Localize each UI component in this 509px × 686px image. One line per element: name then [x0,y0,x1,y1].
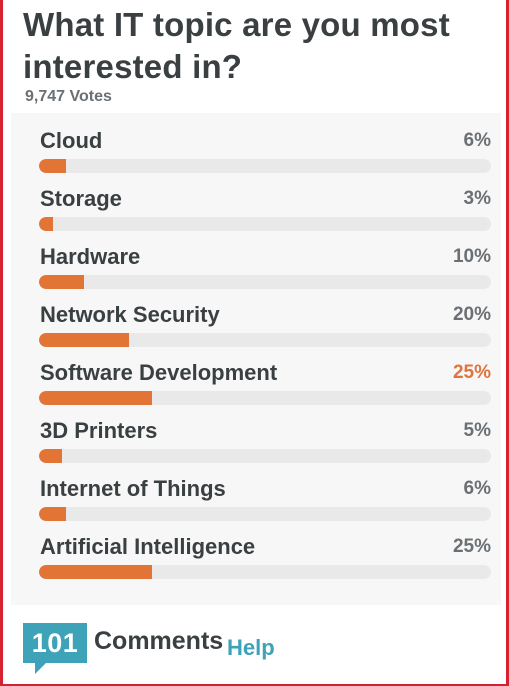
option-bar-fill [39,449,62,463]
poll-option-hardware[interactable]: Hardware 10% [39,229,491,289]
option-bar-fill [39,333,130,347]
poll-title: What IT topic are you most interested in… [23,6,450,85]
poll-option-internet-of-things[interactable]: Internet of Things 6% [39,461,491,521]
option-percent: 25% [452,536,491,557]
poll-option-network-security[interactable]: Network Security 20% [39,287,491,347]
vote-count: 9,747 Votes [25,88,112,105]
option-bar-track [39,565,491,579]
option-bar-fill [39,159,67,173]
option-percent: 6% [463,478,491,499]
option-label: Software Development [40,360,278,385]
speech-bubble-tail-icon [35,663,46,674]
option-bar-track [39,217,491,231]
option-bar-track [39,275,491,289]
option-percent: 6% [463,130,491,151]
poll-option-storage[interactable]: Storage 3% [39,171,491,231]
poll-footer: 101 Comments Help [11,605,501,683]
option-bar-fill [39,275,85,289]
option-label: Cloud [40,128,103,153]
poll-option-software-development[interactable]: Software Development 25% [39,345,491,405]
option-label: Internet of Things [40,476,226,501]
option-bar-track [39,333,491,347]
option-label: 3D Printers [40,418,158,443]
option-label: Hardware [40,244,141,269]
option-bar-track [39,507,491,521]
option-bar-fill [39,565,152,579]
option-percent: 5% [463,420,491,441]
option-percent: 25% [452,362,491,383]
option-bar-fill [39,507,67,521]
option-label: Storage [40,186,122,211]
option-bar-fill [39,217,53,231]
option-label: Network Security [40,302,220,327]
poll-results: Cloud 6% Storage 3% Hardware 10% Network… [11,113,501,605]
comments-link[interactable]: Comments [94,627,224,655]
option-percent: 3% [463,188,491,209]
option-bar-track [39,159,491,173]
poll-option-cloud[interactable]: Cloud 6% [39,113,491,173]
option-bar-fill [39,391,152,405]
poll-option-artificial-intelligence[interactable]: Artificial Intelligence 25% [39,519,491,579]
option-percent: 20% [452,304,491,325]
option-label: Artificial Intelligence [40,534,256,559]
option-bar-track [39,391,491,405]
comment-count-badge[interactable]: 101 [23,623,87,663]
option-percent: 10% [452,246,491,267]
poll-option-3d-printers[interactable]: 3D Printers 5% [39,403,491,463]
help-link[interactable]: Help [227,635,275,660]
option-bar-track [39,449,491,463]
